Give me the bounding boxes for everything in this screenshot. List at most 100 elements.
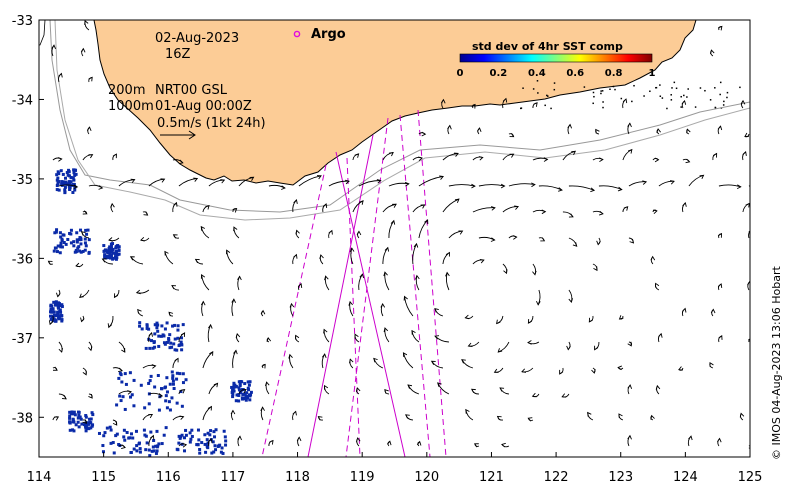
current-arrowhead — [745, 202, 750, 208]
current-arrowhead — [447, 124, 452, 130]
current-arrowhead — [82, 419, 88, 424]
current-arrowhead — [231, 298, 236, 303]
x-tick-label: 124 — [673, 470, 698, 485]
x-tick-label: 122 — [544, 470, 569, 485]
current-arrowhead — [656, 128, 661, 133]
current-arrowhead — [440, 98, 446, 104]
current-arrow — [478, 184, 505, 187]
current-arrowhead — [742, 151, 747, 156]
current-arrowhead — [80, 47, 86, 53]
current-arrowhead — [596, 240, 601, 246]
current-arrowhead — [80, 317, 85, 323]
current-arrowhead — [479, 259, 485, 264]
current-arrow — [448, 184, 476, 187]
current-arrowhead — [540, 237, 546, 242]
current-arrowhead — [384, 388, 389, 394]
sst-std-patches — [49, 168, 253, 457]
argo-marker-icon — [293, 30, 301, 38]
current-arrowhead — [233, 226, 238, 232]
x-axis: 114 115 116 117 118 119 120 121 122 123 124 125 — [27, 452, 762, 485]
product-label: NRT00 GSL — [155, 83, 228, 98]
current-arrowhead — [559, 369, 564, 375]
current-arrowhead — [200, 300, 206, 306]
current-arrowhead — [293, 199, 298, 204]
current-arrowhead — [405, 414, 410, 419]
current-arrowhead — [113, 293, 119, 299]
current-arrowhead — [173, 201, 178, 207]
current-arrowhead — [567, 123, 572, 129]
current-arrowhead — [112, 153, 117, 159]
current-arrow — [748, 230, 750, 239]
current-arrowhead — [107, 323, 113, 329]
colorbar-tick-label: 1 — [649, 68, 656, 79]
depth-1000-label: 1000m — [108, 99, 154, 114]
current-arrowhead — [471, 183, 476, 189]
current-arrowhead — [490, 206, 496, 211]
current-arrow — [538, 185, 563, 191]
current-arrowhead — [54, 416, 60, 421]
current-arrowhead — [650, 414, 655, 420]
current-arrowhead — [627, 434, 632, 440]
current-arrowhead — [230, 409, 236, 415]
current-arrowhead — [264, 381, 270, 387]
current-arrowhead — [380, 302, 386, 308]
current-arrowhead — [418, 156, 423, 162]
current-arrowhead — [434, 335, 440, 340]
current-arrowhead — [289, 302, 295, 308]
current-arrowhead — [593, 266, 598, 272]
current-arrowhead — [678, 366, 683, 371]
current-arrowhead — [744, 132, 749, 138]
current-arrowhead — [88, 393, 93, 399]
current-arrowhead — [80, 231, 86, 236]
date-label: 02-Aug-2023 — [155, 31, 239, 46]
current-arrowhead — [323, 328, 328, 334]
current-arrowhead — [143, 211, 149, 216]
current-arrowhead — [180, 389, 186, 394]
current-arrowhead — [685, 158, 691, 164]
current-arrowhead — [509, 133, 515, 138]
current-arrowhead — [658, 332, 663, 338]
current-arrowhead — [627, 384, 633, 389]
current-arrowhead — [207, 405, 212, 411]
current-arrowhead — [180, 332, 186, 337]
current-arrowhead — [493, 368, 499, 373]
colorbar-tick-label: 0.6 — [566, 68, 584, 79]
current-arrowhead — [108, 237, 113, 242]
current-arrowhead — [297, 283, 303, 288]
current-arrowhead — [110, 202, 115, 208]
colorbar-gradient — [459, 53, 653, 63]
current-arrowhead — [319, 254, 324, 259]
current-arrowhead — [568, 298, 573, 303]
current-arrowhead — [237, 435, 242, 441]
current-arrow — [598, 185, 622, 191]
current-arrowhead — [568, 213, 574, 218]
current-arrowhead — [514, 205, 520, 210]
current-arrowhead — [739, 412, 745, 418]
x-tick-label: 123 — [608, 470, 633, 485]
current-arrowhead — [437, 382, 442, 387]
y-tick-label: -35 — [12, 173, 33, 188]
current-arrowhead — [328, 229, 333, 235]
current-arrow — [748, 445, 750, 447]
current-arrowhead — [413, 242, 419, 248]
current-arrowhead — [682, 307, 687, 313]
current-arrowhead — [699, 174, 705, 180]
contour-1000m — [54, 20, 750, 221]
current-arrowhead — [688, 435, 693, 441]
current-arrowhead — [642, 180, 648, 185]
current-arrowhead — [168, 311, 174, 317]
analysis-time-label: 01-Aug 00:00Z — [155, 99, 252, 114]
current-arrowhead — [233, 349, 238, 355]
current-arrowhead — [404, 181, 410, 187]
current-arrowhead — [225, 249, 231, 255]
current-arrowhead — [84, 20, 89, 25]
current-arrowhead — [402, 352, 408, 357]
current-vectors — [47, 20, 750, 449]
current-arrowhead — [288, 353, 293, 359]
current-arrowhead — [558, 187, 563, 192]
current-arrowhead — [499, 387, 505, 392]
current-arrowhead — [566, 345, 571, 351]
current-arrowhead — [464, 314, 470, 320]
current-arrowhead — [717, 232, 723, 238]
current-arrowhead — [454, 198, 460, 203]
